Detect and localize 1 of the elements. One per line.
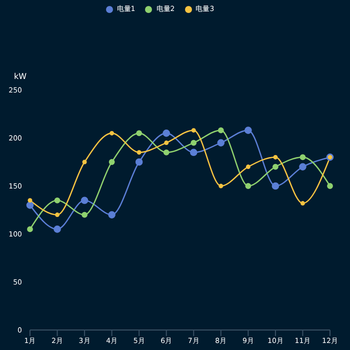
y-axis-title: kW	[14, 72, 27, 81]
